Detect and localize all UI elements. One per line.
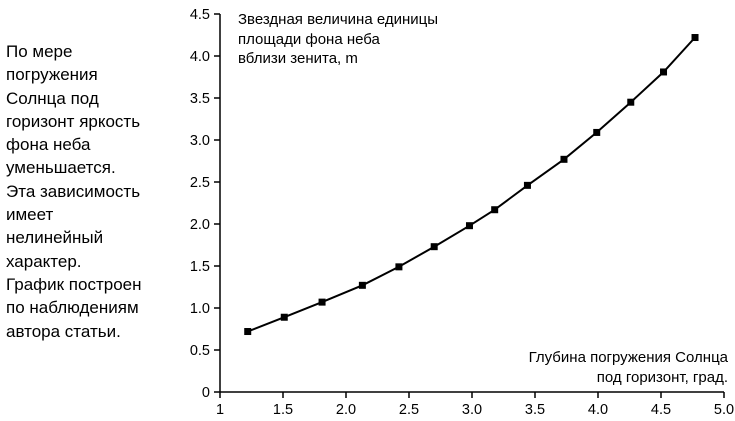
y-tick-label: 0.5 bbox=[190, 343, 210, 359]
y-tick-label: 4.0 bbox=[190, 49, 210, 65]
data-point bbox=[358, 281, 366, 289]
y-tick-label: 1.0 bbox=[190, 301, 210, 317]
y-tick-label: 4.5 bbox=[190, 7, 210, 23]
data-point bbox=[244, 328, 252, 336]
data-point bbox=[560, 155, 568, 163]
y-tick-label: 0 bbox=[202, 385, 210, 401]
data-point bbox=[318, 298, 326, 306]
description-text: По мере погружения Солнца под горизонт я… bbox=[6, 42, 142, 341]
y-tick-label: 2.5 bbox=[190, 175, 210, 191]
y-tick-label: 3.5 bbox=[190, 91, 210, 107]
data-point bbox=[691, 34, 699, 42]
x-tick-label: 3.5 bbox=[525, 402, 545, 418]
data-point bbox=[593, 128, 601, 136]
data-point bbox=[395, 263, 403, 271]
data-point bbox=[430, 243, 438, 251]
data-point bbox=[491, 206, 499, 214]
x-tick-label: 5.0 bbox=[714, 402, 734, 418]
y-axis-label: Звездная величина единицы площади фона н… bbox=[238, 11, 439, 67]
y-tick-label: 2.0 bbox=[190, 217, 210, 233]
x-tick-label: 3.0 bbox=[462, 402, 482, 418]
series-line bbox=[247, 36, 696, 333]
x-tick-label: 1 bbox=[216, 402, 224, 418]
x-axis-label: Глубина погружения Солнца под горизонт, … bbox=[528, 349, 728, 386]
x-tick-label: 2.5 bbox=[399, 402, 419, 418]
data-point bbox=[465, 222, 473, 230]
x-tick-label: 4.0 bbox=[588, 402, 608, 418]
data-point bbox=[660, 68, 668, 76]
data-point bbox=[523, 181, 531, 189]
x-tick-label: 1.5 bbox=[273, 402, 293, 418]
x-tick-label: 2.0 bbox=[336, 402, 356, 418]
data-point bbox=[627, 98, 635, 106]
y-tick-label: 1.5 bbox=[190, 259, 210, 275]
y-tick-label: 3.0 bbox=[190, 133, 210, 149]
x-tick-label: 4.5 bbox=[651, 402, 671, 418]
data-point bbox=[280, 313, 288, 321]
